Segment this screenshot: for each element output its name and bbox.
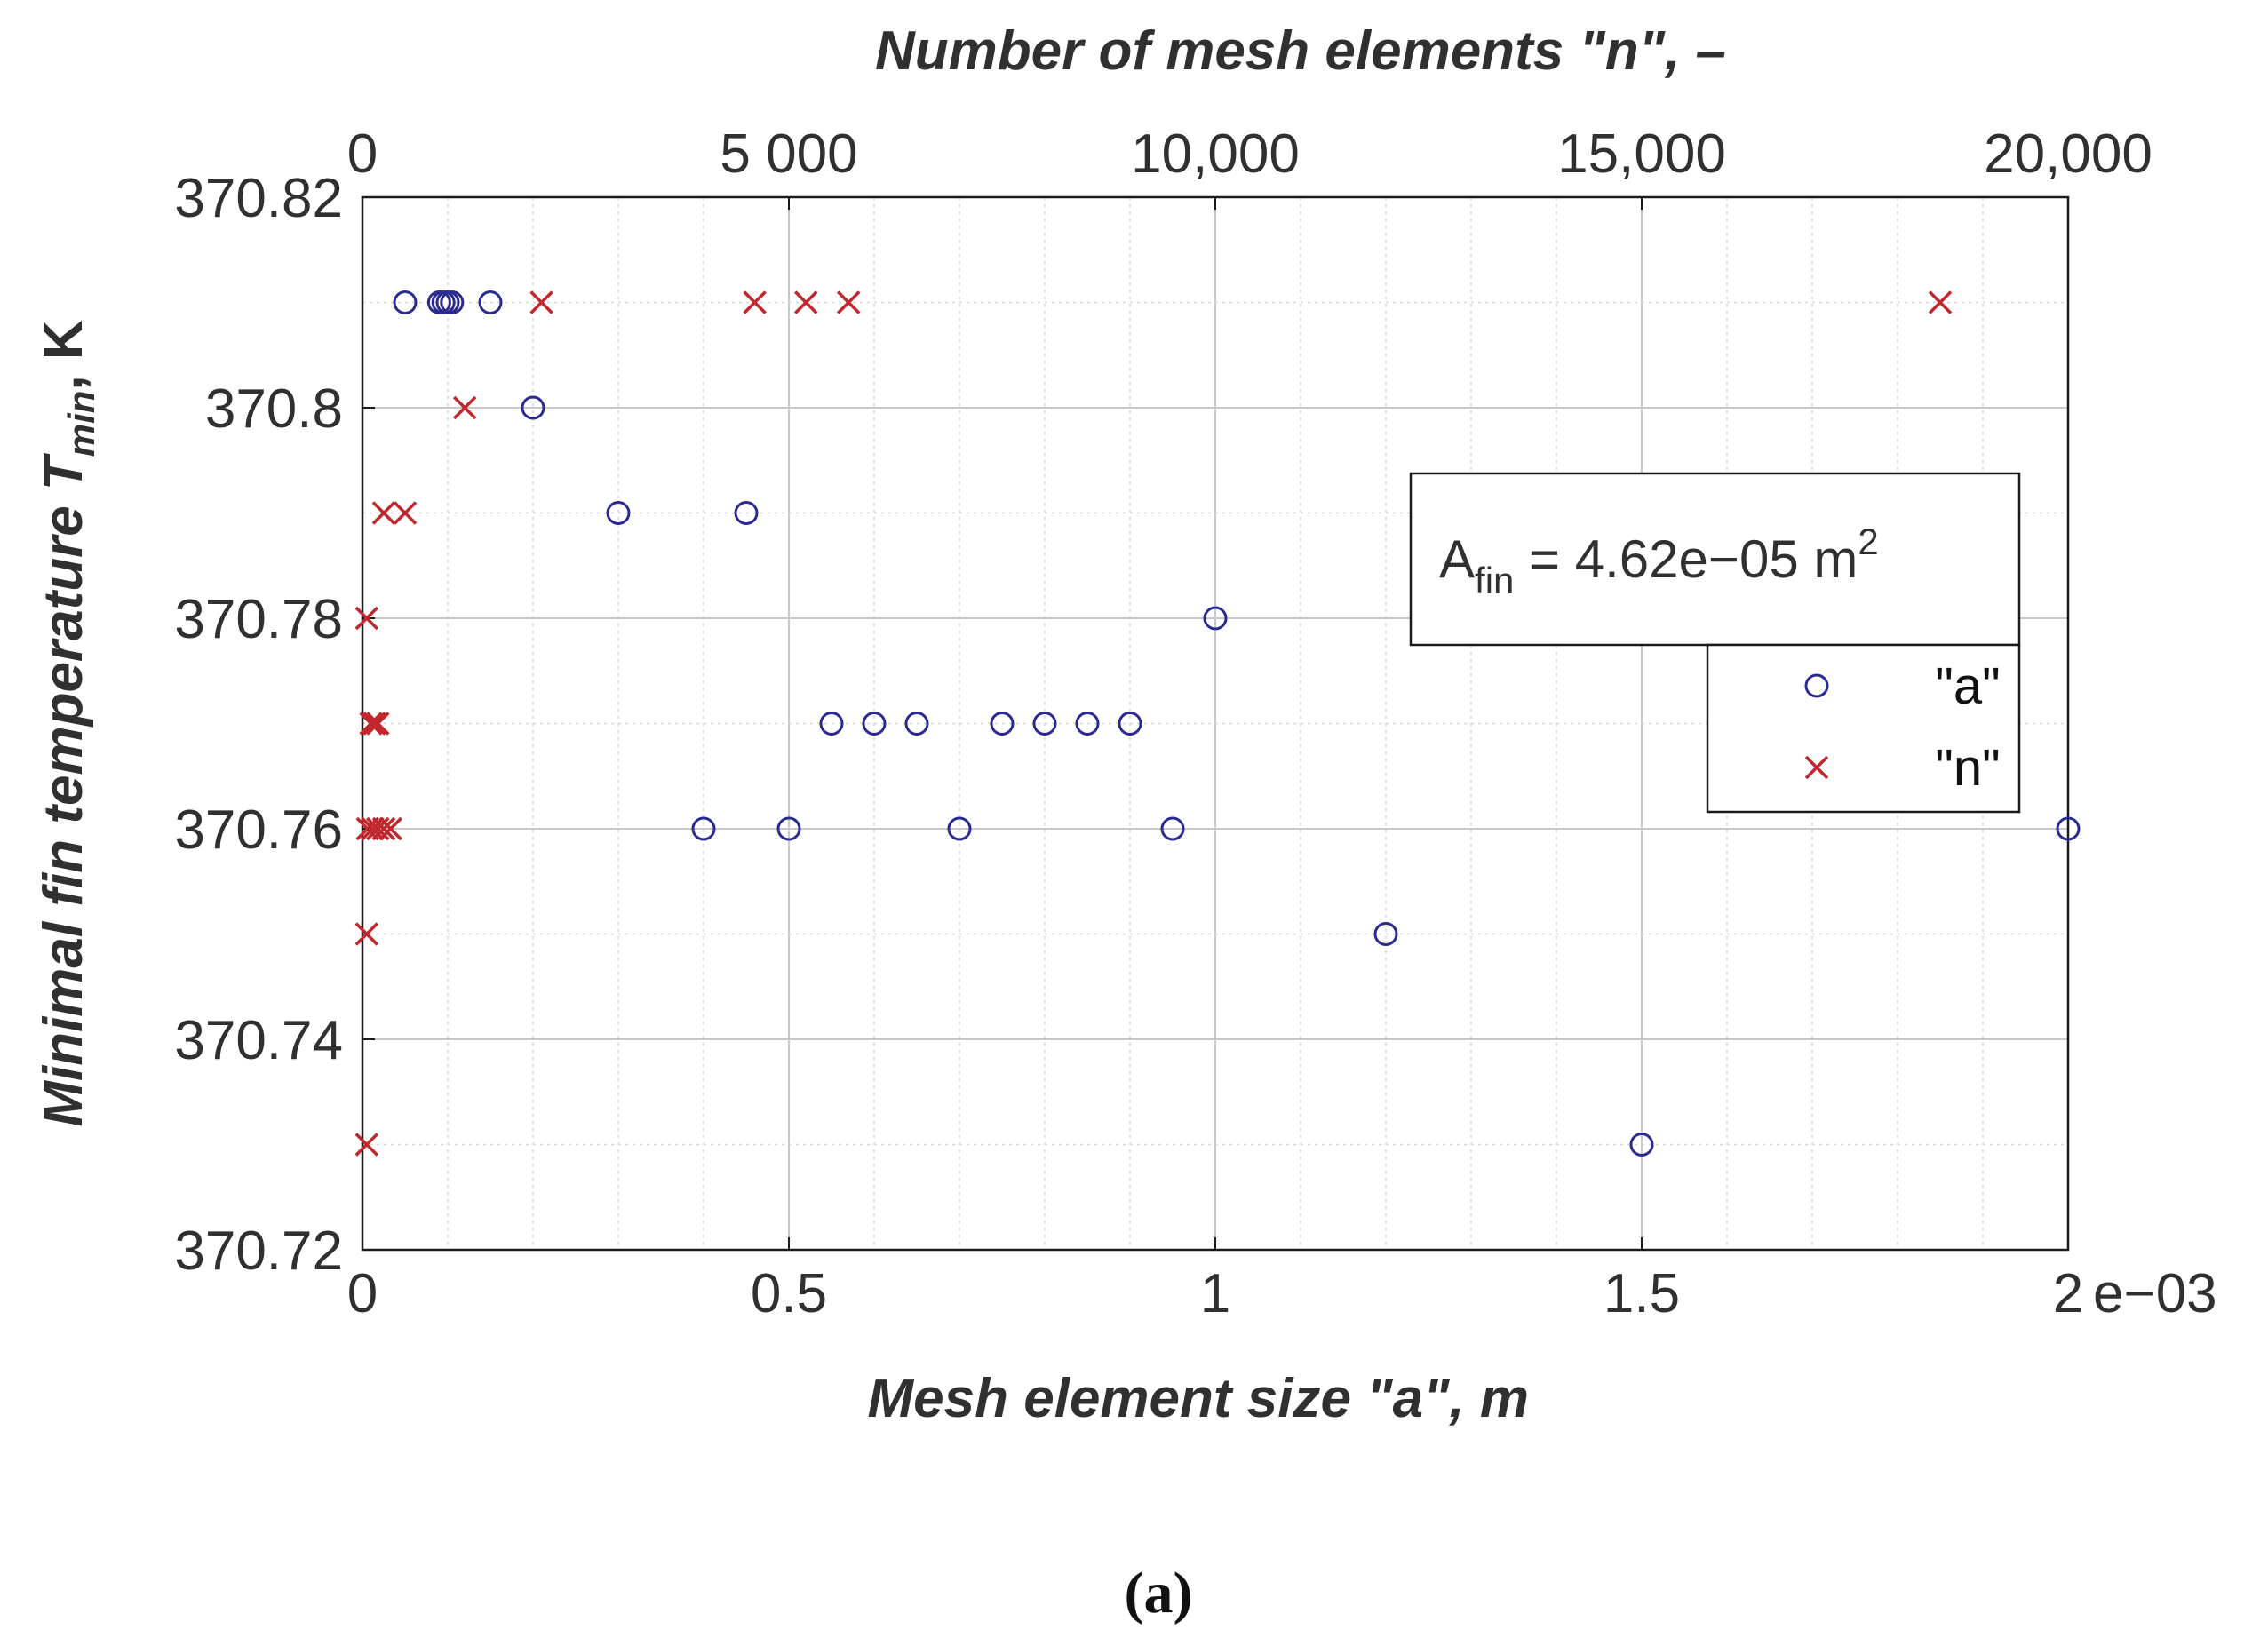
annotation-main: A [1439, 529, 1475, 589]
data-point-n [354, 922, 379, 946]
data-point-n [393, 501, 418, 525]
y-tick-label: 370.78 [174, 589, 343, 650]
legend: "a" "n" [1706, 643, 2021, 814]
data-point-a [2056, 816, 2081, 841]
data-point-a [440, 290, 465, 314]
annotation-frame [1409, 472, 2021, 647]
data-point-a [819, 712, 844, 736]
legend-marker-n [1804, 755, 1829, 780]
data-point-a [1160, 816, 1185, 841]
legend-marker-a [1804, 673, 1829, 698]
data-point-n [366, 712, 390, 736]
annotation-text: Afin = 4.62e−05 m2 [1439, 521, 1879, 601]
legend-frame [1706, 643, 2021, 814]
data-point-a [393, 290, 418, 314]
series-a [393, 290, 2081, 1157]
x2-axis-title: Number of mesh elements "n", – [875, 20, 1726, 82]
x-tick-label: 1 [1200, 1263, 1230, 1324]
x2-tick-label: 5 000 [720, 123, 857, 185]
data-point-a [904, 712, 929, 736]
data-point-n [354, 1133, 379, 1157]
data-point-n [361, 816, 385, 841]
data-point-a [1118, 712, 1142, 736]
legend-label: "a" [1935, 657, 2000, 715]
x-tick-label: 1.5 [1604, 1263, 1680, 1324]
data-point-a [691, 816, 716, 841]
y-tick-label: 370.82 [174, 168, 343, 229]
x-tick-label: 0 [347, 1263, 378, 1324]
annotation-sub: fin [1475, 560, 1514, 601]
data-point-n [452, 395, 477, 420]
data-point-a [947, 816, 972, 841]
y-axis-title: Minimal fin temperature Tmin, K [33, 320, 102, 1127]
data-point-n [378, 816, 402, 841]
x-axis-title: Mesh element size "a", m [868, 1368, 1530, 1429]
data-point-a [776, 816, 801, 841]
y-axis-title-main: Minimal fin temperature T [33, 452, 94, 1127]
y-tick-label: 370.76 [174, 799, 343, 861]
y-axis-title-unit: , K [33, 320, 94, 390]
data-point-n [743, 290, 767, 314]
data-point-a [734, 501, 759, 525]
y-axis-title-sub: min [60, 391, 102, 457]
x2-tick-label: 20,000 [1984, 123, 2153, 185]
data-point-n [529, 290, 553, 314]
y-tick-label: 370.74 [174, 1010, 343, 1071]
data-point-a [1629, 1133, 1654, 1157]
data-point-a [606, 501, 631, 525]
figure-caption: (a) [1125, 1561, 1193, 1626]
data-point-n [362, 712, 386, 736]
series-n [354, 290, 1953, 1157]
data-point-n [371, 501, 396, 525]
x2-tick-label: 15,000 [1557, 123, 1726, 185]
x-tick-label: 2 [2053, 1263, 2083, 1324]
ticks: 0 0.5 1 1.5 2 0 5 000 10,000 15,000 20,000 370.72 3… [174, 123, 2152, 1324]
data-point-n [354, 606, 379, 631]
x2-tick-label: 10,000 [1131, 123, 1300, 185]
data-point-n [359, 712, 383, 736]
x-tick-label: 0.5 [751, 1263, 827, 1324]
y-tick-label: 370.72 [174, 1221, 343, 1282]
data-point-n [1928, 290, 1953, 314]
data-point-n [836, 290, 861, 314]
data-point-a [1032, 712, 1057, 736]
data-point-a [521, 395, 545, 420]
data-point-a [990, 712, 1015, 736]
data-marks [354, 290, 2081, 1157]
data-point-a [1075, 712, 1100, 736]
data-point-n [793, 290, 818, 314]
data-point-a [1203, 606, 1228, 631]
data-point-a [862, 712, 887, 736]
annotation-box: Afin = 4.62e−05 m2 [1409, 472, 2021, 647]
annotation-value: = 4.62e−05 m [1514, 529, 1858, 589]
data-point-a [1373, 922, 1398, 946]
data-point-n [371, 816, 396, 841]
data-point-a [478, 290, 503, 314]
x-axis-exponent: e−03 [2093, 1263, 2217, 1324]
annotation-sup: 2 [1858, 521, 1878, 562]
x2-tick-label: 0 [347, 123, 378, 185]
legend-label: "n" [1935, 739, 2000, 797]
y-tick-label: 370.8 [205, 378, 343, 440]
